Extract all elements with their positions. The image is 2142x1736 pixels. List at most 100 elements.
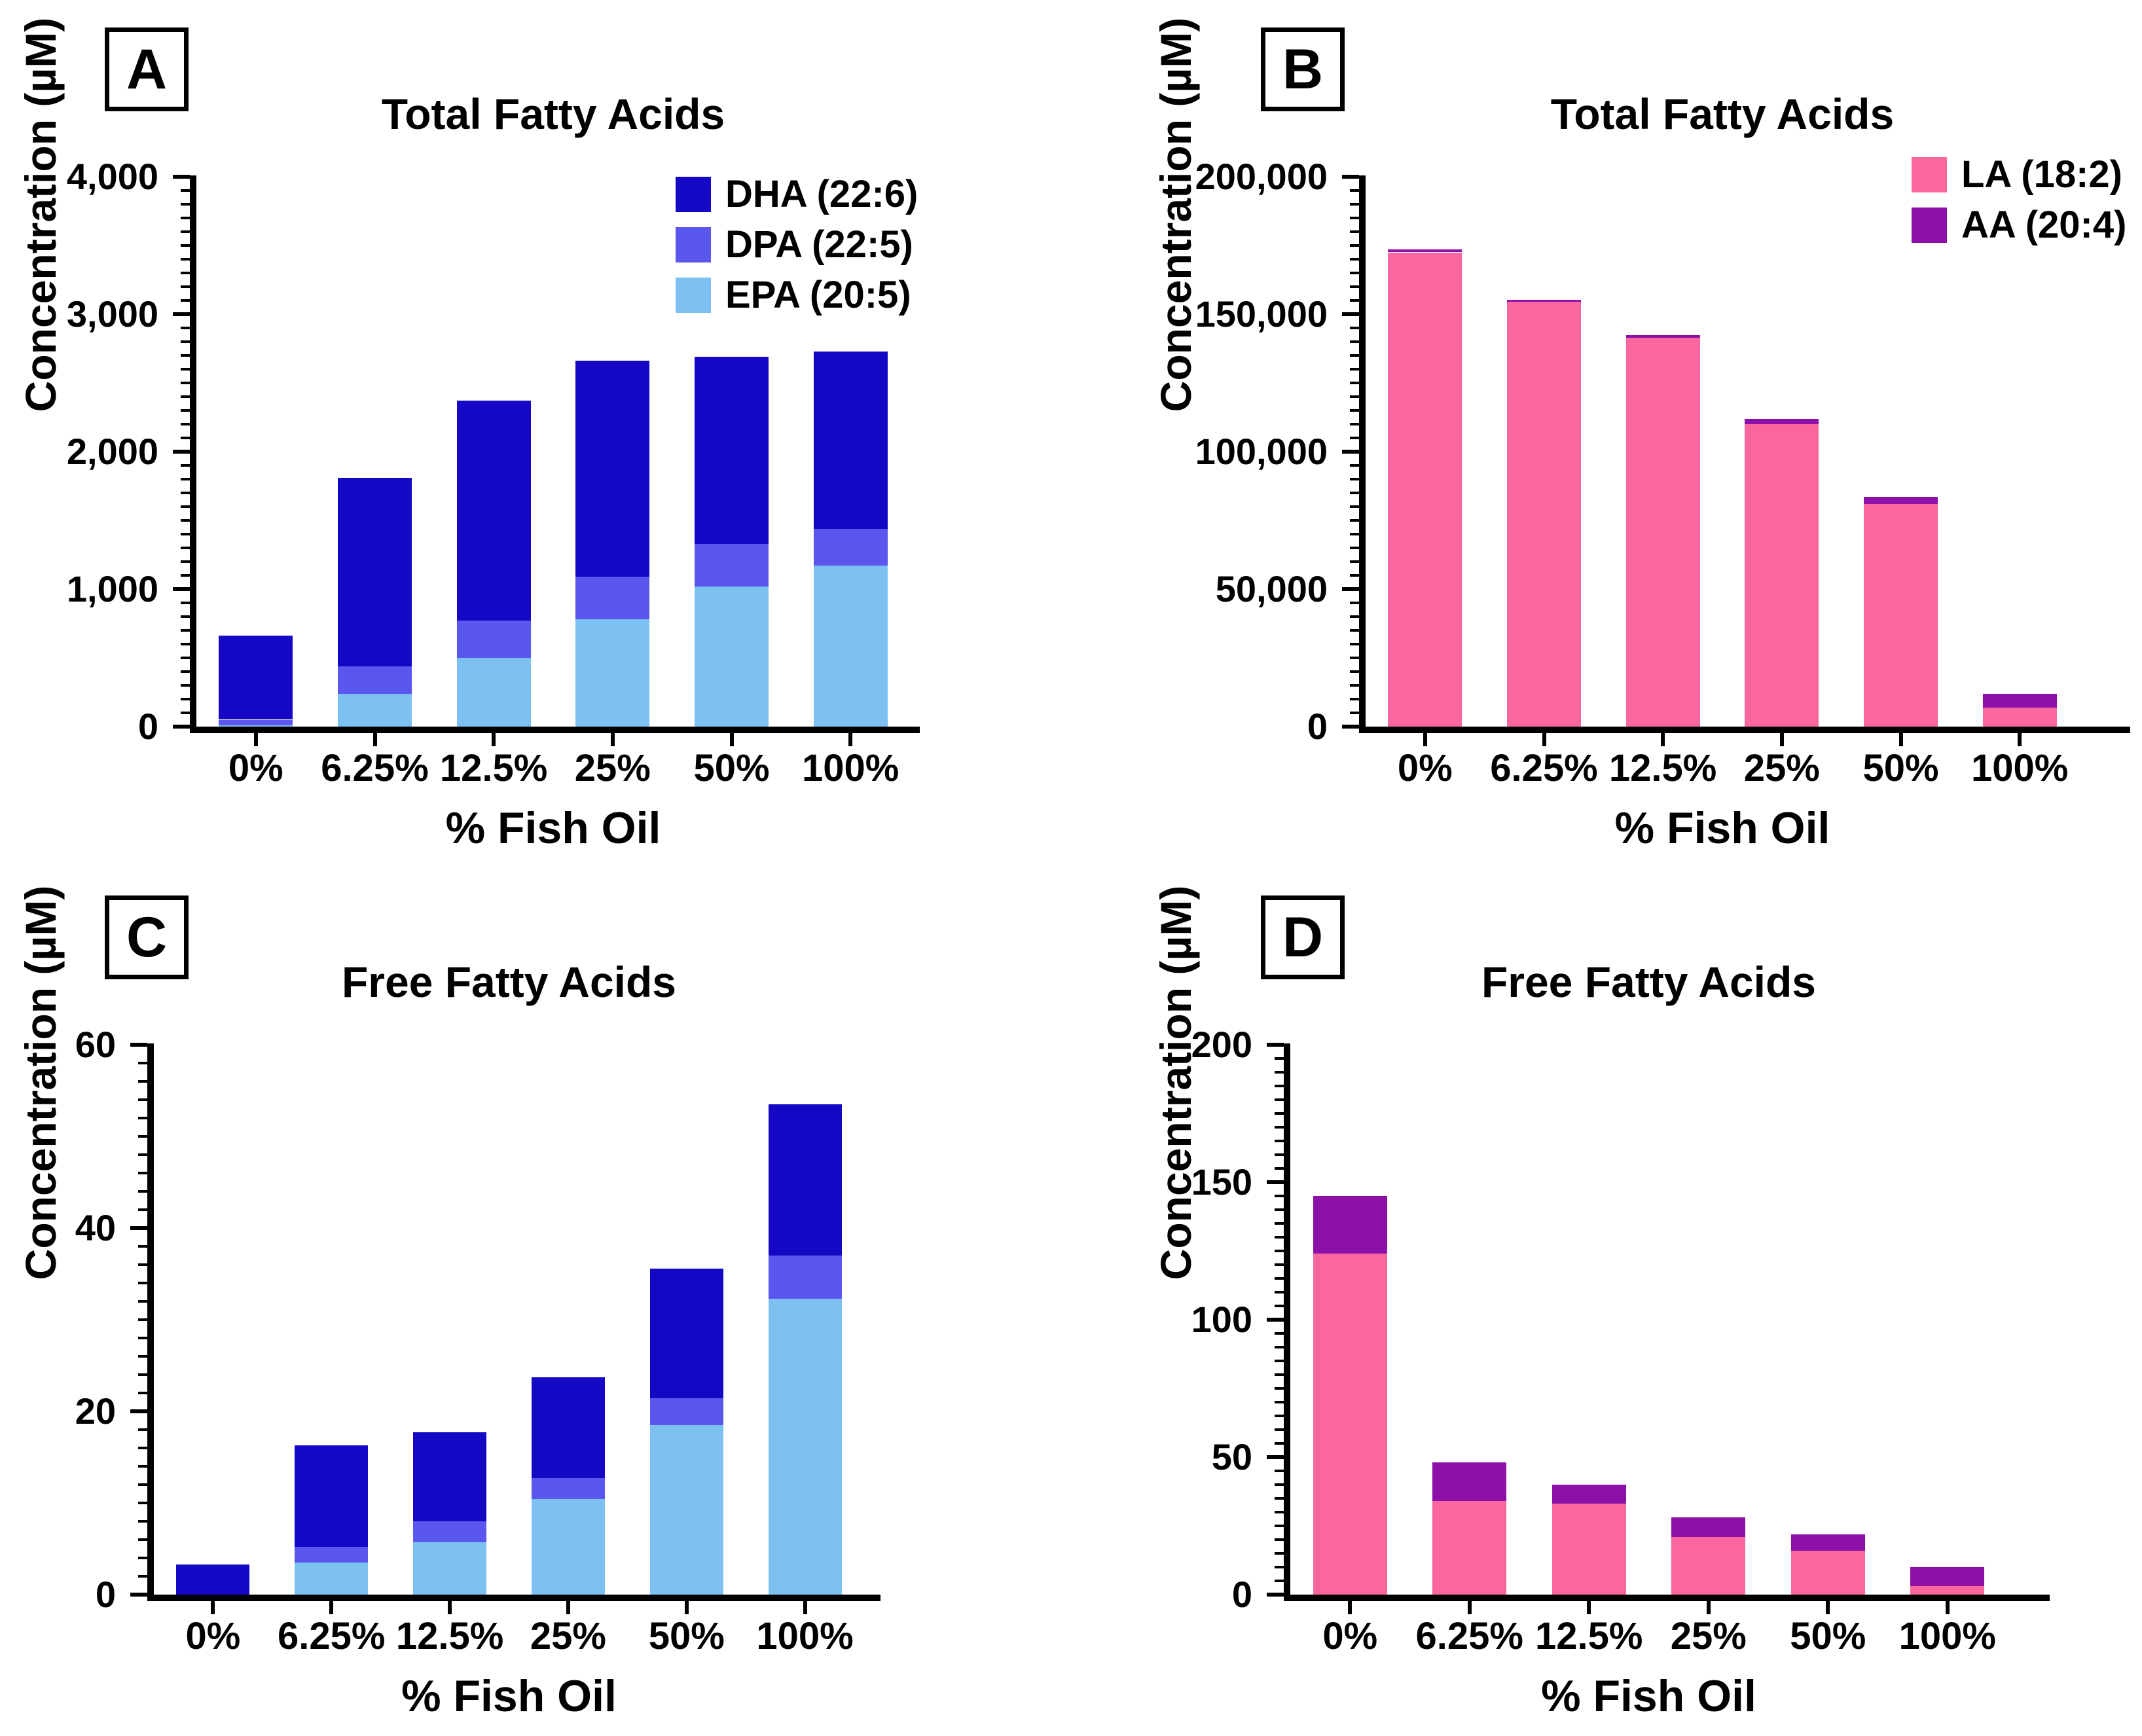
y-minor-tick [181, 285, 190, 288]
legend-item: DHA (22:6) [676, 175, 918, 213]
y-minor-tick [138, 1428, 147, 1431]
y-minor-tick [1350, 478, 1359, 480]
y-tick-label: 100 [1191, 1299, 1252, 1340]
y-minor-tick [138, 1520, 147, 1523]
x-tick [803, 1601, 807, 1614]
bar-segment [769, 1298, 842, 1595]
x-axis-line [190, 727, 920, 733]
y-minor-tick [1275, 1373, 1284, 1376]
y-minor-tick [1275, 1497, 1284, 1500]
x-tick [1779, 733, 1784, 746]
x-tick [329, 1601, 334, 1614]
x-axis-label: % Fish Oil [1541, 1671, 1756, 1721]
x-category-label: 100% [801, 747, 899, 789]
y-minor-tick [181, 684, 190, 687]
y-minor-tick [1350, 437, 1359, 439]
bar-segment [1671, 1536, 1745, 1595]
y-minor-tick [1275, 1387, 1284, 1390]
x-axis-label: % Fish Oil [445, 803, 661, 853]
x-category-label: 6.25% [321, 747, 429, 789]
y-minor-tick [1275, 1346, 1284, 1348]
y-minor-tick [181, 698, 190, 700]
y-minor-tick [1350, 492, 1359, 494]
y-minor-tick [1275, 1552, 1284, 1555]
x-tick [684, 1601, 689, 1614]
y-minor-tick [1275, 1360, 1284, 1362]
y-minor-tick [181, 519, 190, 522]
y-minor-tick [181, 244, 190, 247]
x-axis-line [1284, 1595, 2050, 1601]
bar-segment [457, 658, 531, 727]
y-major-tick [173, 450, 190, 454]
x-tick [448, 1601, 452, 1614]
bar-segment [532, 1377, 605, 1479]
x-axis-label: % Fish Oil [401, 1671, 617, 1721]
y-minor-tick [1275, 1071, 1284, 1074]
y-minor-tick [1275, 1153, 1284, 1156]
y-major-tick [1342, 312, 1359, 316]
bar-segment [532, 1499, 605, 1595]
bar-segment [814, 351, 888, 529]
legend-item: AA (20:4) [1912, 206, 2126, 244]
x-category-label: 12.5% [395, 1615, 504, 1657]
y-axis-label: Concentration (µM) [1152, 17, 1200, 412]
y-minor-tick [1275, 1250, 1284, 1252]
y-minor-tick [1275, 1195, 1284, 1197]
bar-segment [1983, 707, 2057, 727]
y-minor-tick [181, 189, 190, 192]
legend-swatch-icon [676, 278, 711, 313]
y-minor-tick [181, 560, 190, 563]
y-minor-tick [181, 203, 190, 206]
legend-item: EPA (20:5) [676, 276, 918, 314]
x-category-label: 0% [1397, 747, 1453, 789]
x-category-label: 100% [1898, 1615, 1996, 1657]
bar-segment [1626, 337, 1700, 727]
x-category-label: 25% [574, 747, 651, 789]
x-tick [1587, 1601, 1591, 1614]
y-minor-tick [1350, 670, 1359, 673]
x-axis-line [1359, 727, 2130, 733]
bar-segment [295, 1445, 368, 1547]
y-minor-tick [1350, 382, 1359, 384]
bar-segment [1745, 418, 1819, 424]
bar-segment [219, 725, 293, 727]
bar-segment [650, 1425, 723, 1595]
y-minor-tick [1350, 643, 1359, 645]
y-minor-tick [181, 670, 190, 673]
y-minor-tick [181, 354, 190, 357]
y-major-tick [130, 1409, 147, 1413]
y-minor-tick [1350, 615, 1359, 618]
bar-segment [695, 543, 769, 587]
x-tick [372, 733, 377, 746]
legend-swatch-icon [1912, 208, 1947, 243]
y-minor-tick [138, 1355, 147, 1358]
y-minor-tick [1275, 1236, 1284, 1239]
bar-segment [219, 636, 293, 720]
bar-segment [1507, 299, 1581, 302]
y-tick-label: 100,000 [1195, 431, 1328, 472]
y-minor-tick [1350, 354, 1359, 357]
bar-segment [1791, 1550, 1865, 1595]
y-minor-tick [1350, 327, 1359, 329]
panel-title: Total Fatty Acids [381, 90, 725, 138]
y-minor-tick [138, 1282, 147, 1284]
bar-segment [457, 401, 531, 621]
y-minor-tick [1350, 244, 1359, 247]
y-minor-tick [1350, 519, 1359, 522]
y-minor-tick [138, 1172, 147, 1174]
y-minor-tick [181, 547, 190, 549]
y-minor-tick [138, 1465, 147, 1468]
y-minor-tick [181, 230, 190, 233]
x-category-label: 12.5% [439, 747, 548, 789]
y-minor-tick [138, 1392, 147, 1394]
x-axis-label: % Fish Oil [1614, 803, 1830, 853]
bar-segment [413, 1521, 486, 1543]
y-minor-tick [181, 395, 190, 398]
x-tick [211, 1601, 215, 1614]
y-minor-tick [1350, 285, 1359, 288]
x-tick [1348, 1601, 1352, 1614]
y-minor-tick [1350, 230, 1359, 233]
y-major-tick [130, 1226, 147, 1230]
y-minor-tick [1350, 712, 1359, 714]
